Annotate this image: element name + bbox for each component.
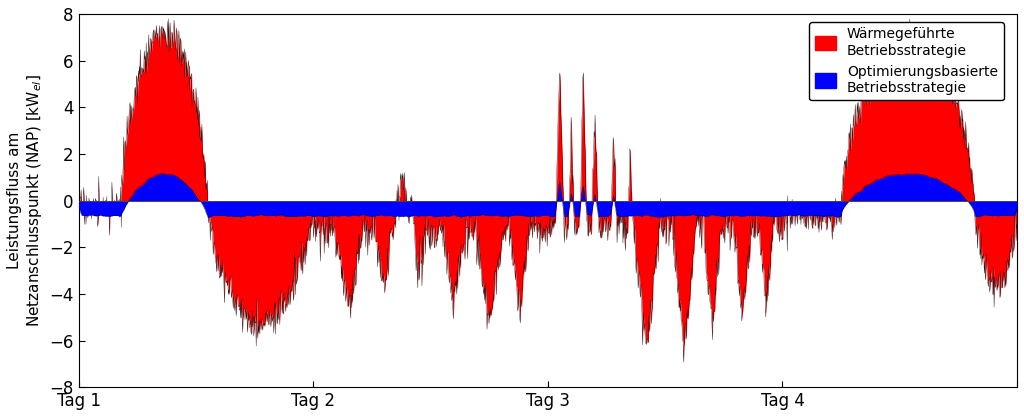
Legend: Wärmegeführte
Betriebsstrategie, Optimierungsbasierte
Betriebsstrategie: Wärmegeführte Betriebsstrategie, Optimie…	[809, 22, 1004, 100]
Y-axis label: Leistungsfluss am
Netzanschlusspunkt (NAP) [kW$_{el}$]: Leistungsfluss am Netzanschlusspunkt (NA…	[7, 74, 44, 327]
